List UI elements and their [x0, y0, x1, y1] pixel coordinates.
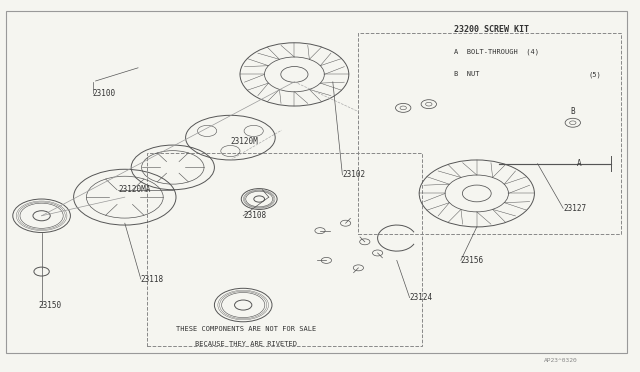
Text: THESE COMPONENTS ARE NOT FOR SALE: THESE COMPONENTS ARE NOT FOR SALE — [176, 326, 317, 332]
Text: A: A — [577, 159, 582, 168]
Text: 23127: 23127 — [563, 204, 586, 213]
Bar — [358, 33, 621, 234]
Text: 23108: 23108 — [243, 211, 266, 220]
Text: AP23^0320: AP23^0320 — [544, 358, 578, 363]
Text: 23120M: 23120M — [230, 137, 258, 146]
Text: 23156: 23156 — [461, 256, 484, 265]
Text: B: B — [570, 107, 575, 116]
Text: A  BOLT-THROUGH  (4): A BOLT-THROUGH (4) — [454, 49, 540, 55]
Text: B  NUT: B NUT — [454, 71, 480, 77]
Text: 23118: 23118 — [141, 275, 164, 283]
Text: 23200 SCREW KIT: 23200 SCREW KIT — [454, 25, 529, 34]
Text: 23102: 23102 — [342, 170, 365, 179]
Text: (5): (5) — [589, 71, 602, 78]
Text: 23100: 23100 — [93, 89, 116, 97]
Text: 23150: 23150 — [38, 301, 61, 310]
Text: 23120MA: 23120MA — [118, 185, 151, 194]
Text: BECAUSE THEY ARE RIVETED: BECAUSE THEY ARE RIVETED — [195, 341, 298, 347]
Text: 23124: 23124 — [410, 293, 433, 302]
